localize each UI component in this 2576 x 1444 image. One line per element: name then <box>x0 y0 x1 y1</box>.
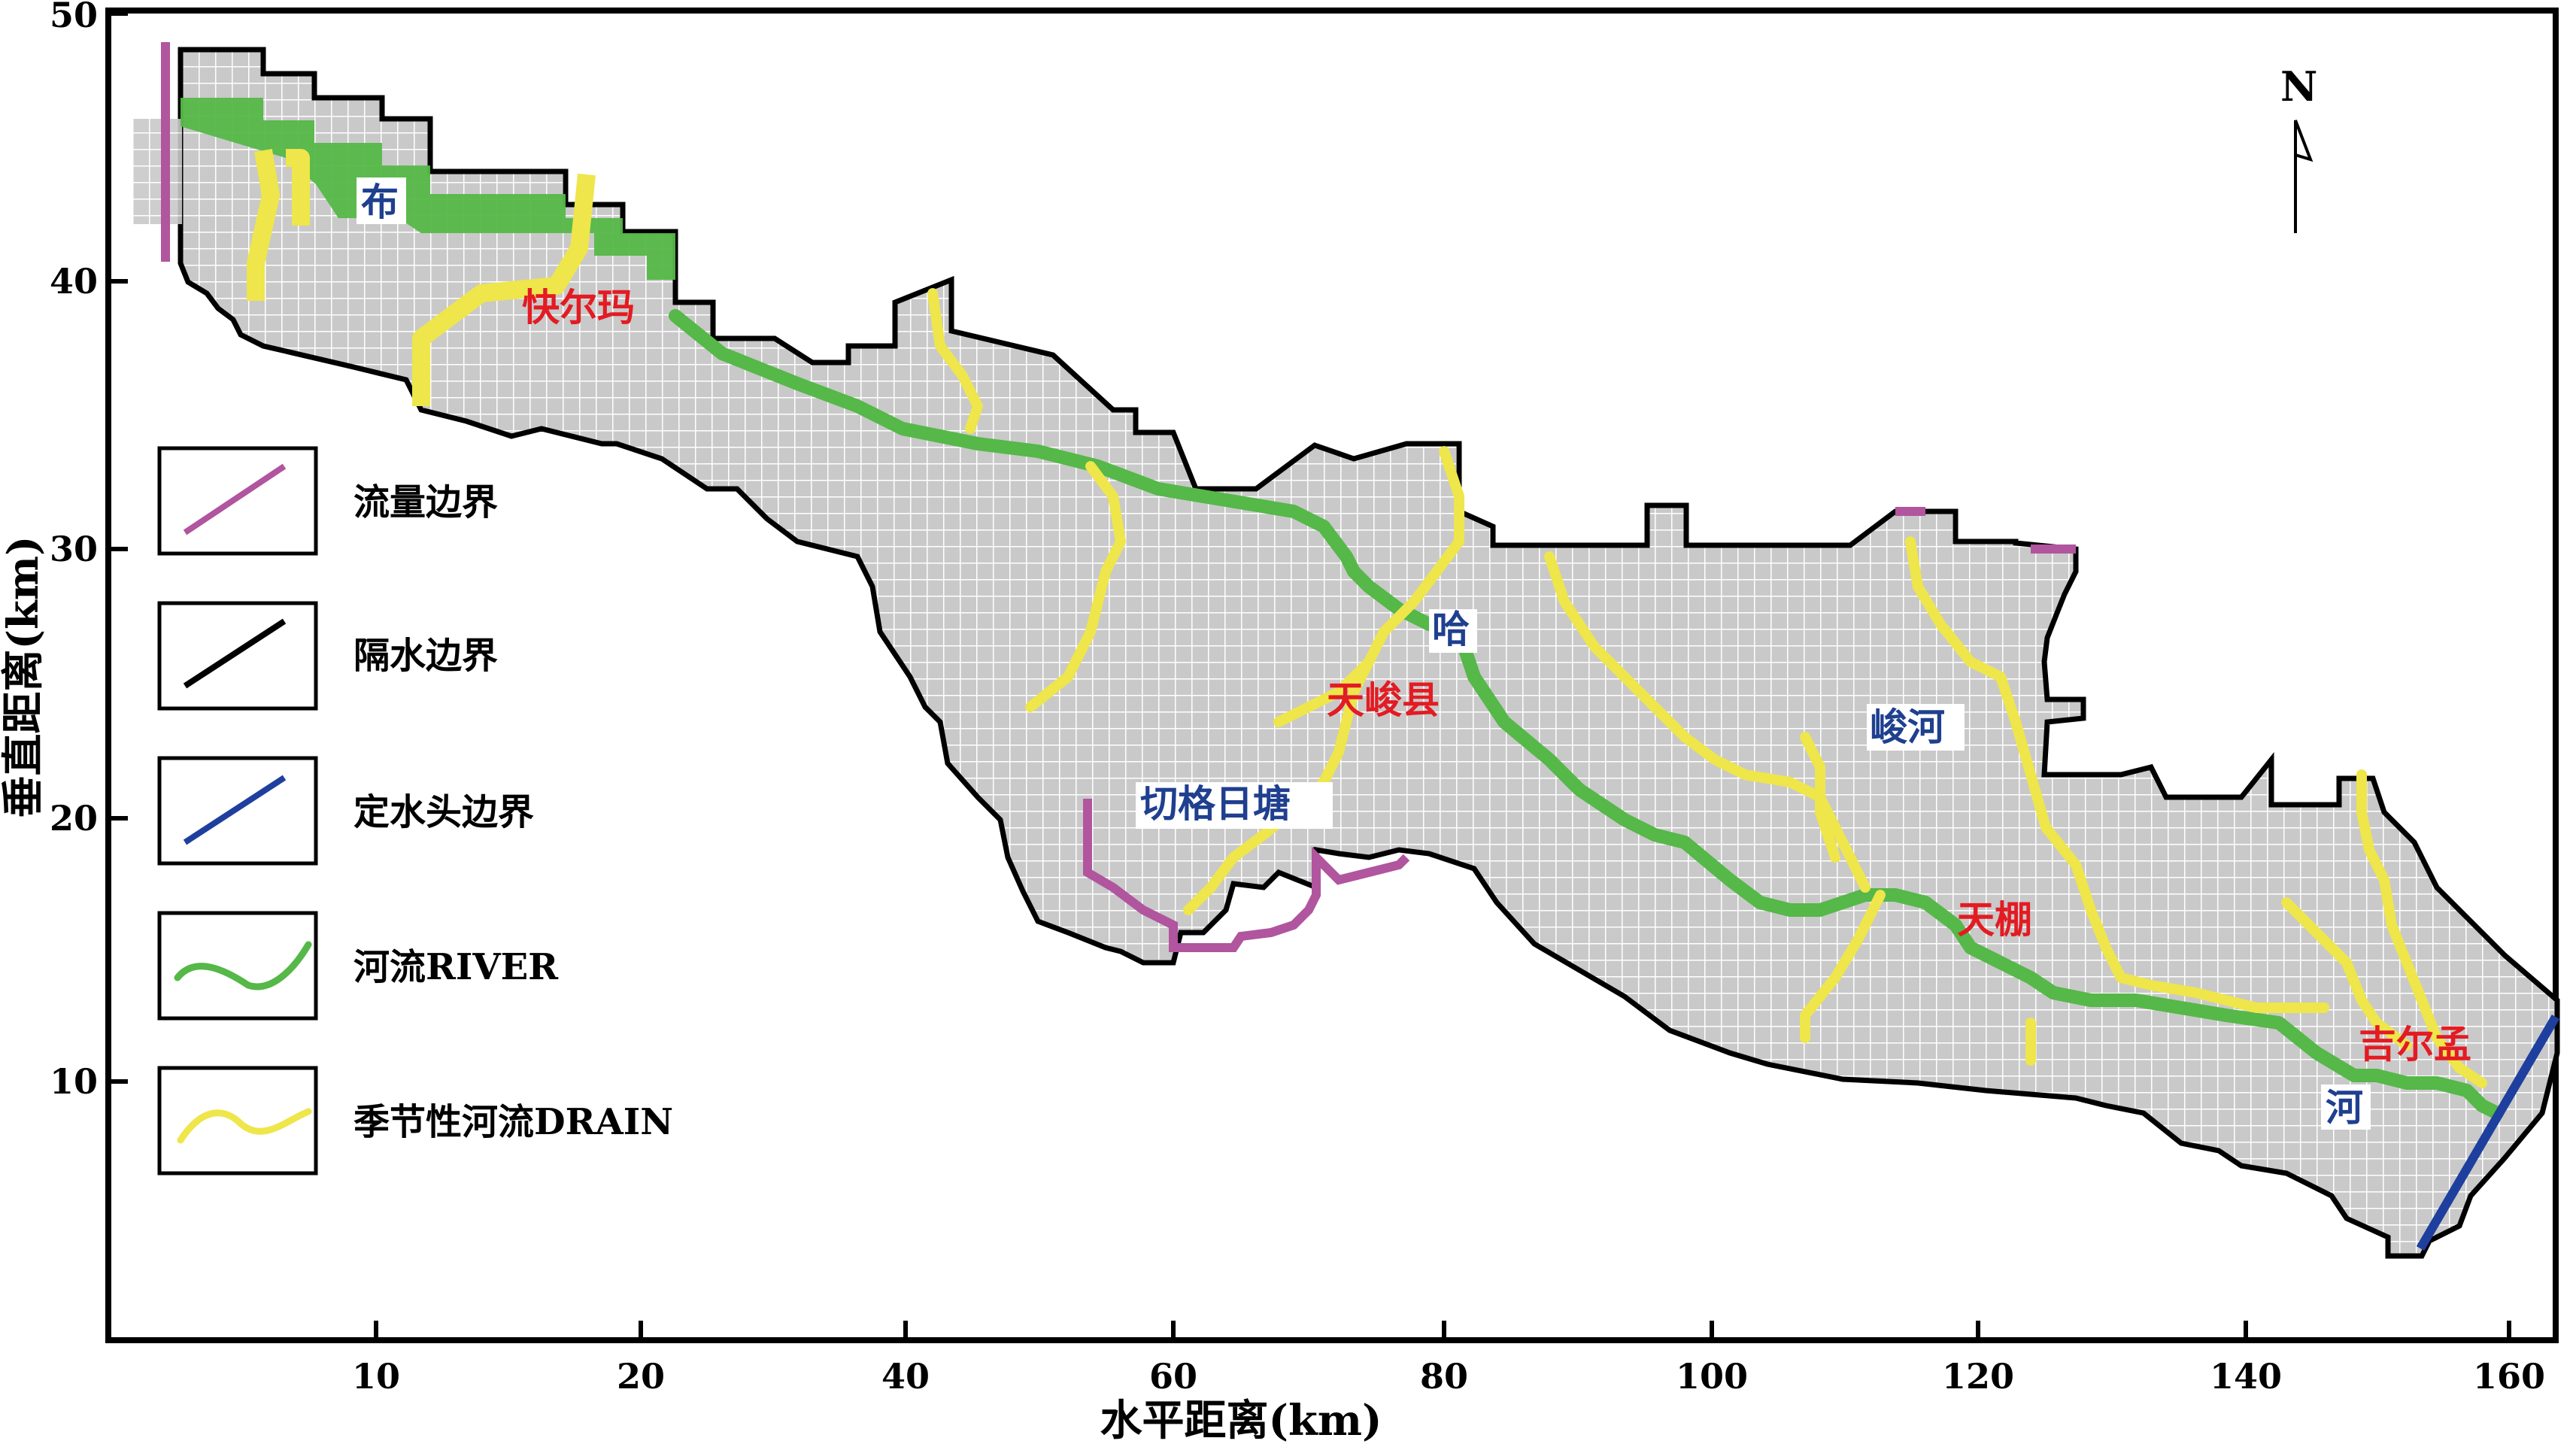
place-label-he: 河 <box>2326 1085 2363 1130</box>
yellow-curve-icon <box>177 1108 312 1144</box>
x-tick-label: 60 <box>1149 1356 1197 1397</box>
x-tick-label: 100 <box>1676 1356 1748 1397</box>
place-label-jierma: 吉尔孟 <box>2359 1022 2471 1066</box>
label-junhe-bg <box>1867 704 1965 751</box>
label-bu-bg <box>357 177 406 224</box>
place-label-tianjun-county: 天峻县 <box>1327 678 1440 722</box>
legend-label: 流量边界 <box>353 481 498 523</box>
constant-head-boundary <box>2416 1014 2560 1251</box>
place-labels: 布 快尔玛 哈 天峻县 切格日塘 峻河 天棚 吉尔孟 河 <box>357 177 2471 1130</box>
flux-boundaries <box>161 42 2076 952</box>
main-river <box>669 309 2504 1120</box>
y-tick-label: 50 <box>50 0 98 35</box>
legend-label: 季节性河流DRAIN <box>353 1101 673 1143</box>
y-tick-label: 40 <box>50 261 98 302</box>
green-curve-icon <box>174 941 312 990</box>
upper-left-grid-extension <box>132 119 182 224</box>
black-line-icon <box>183 618 287 689</box>
legend-label: 隔水边界 <box>353 635 498 677</box>
x-tick-label: 80 <box>1420 1356 1468 1397</box>
y-tick-labels: 10 20 30 40 50 <box>50 0 98 1102</box>
seasonal-drains <box>927 288 2487 1088</box>
place-label-qiege-ritang: 切格日塘 <box>1140 781 1291 826</box>
label-he-bg <box>2321 1085 2371 1130</box>
x-tick-label: 160 <box>2473 1356 2545 1397</box>
legend-label: 定水头边界 <box>353 791 534 833</box>
y-tick-label: 10 <box>50 1061 98 1102</box>
blue-line-icon <box>183 775 287 845</box>
y-axis-title: 垂直距离(km) <box>0 535 48 818</box>
river-cells-upper <box>181 98 675 280</box>
purple-line-icon <box>183 463 287 535</box>
legend-label: 河流RIVER <box>353 946 559 988</box>
x-tick-labels: 10 20 40 60 80 100 120 140 160 <box>352 1356 2545 1397</box>
place-label-jun-he: 峻河 <box>1870 705 1945 749</box>
y-tick-label: 20 <box>50 798 98 839</box>
place-label-tianpeng: 天棚 <box>1957 897 2032 942</box>
x-tick-label: 10 <box>352 1356 400 1397</box>
legend-swatch-box <box>157 601 318 711</box>
x-axis-title: 水平距离(km) <box>1100 1396 1382 1444</box>
legend: 流量边界 隔水边界 定水头边界 河流RIVER 季节性河流DRAIN <box>157 446 673 1176</box>
x-tick-label: 20 <box>617 1356 665 1397</box>
place-label-kuaierma: 快尔玛 <box>522 285 635 329</box>
place-label-bu: 布 <box>361 180 399 224</box>
north-arrow: N <box>2280 62 2317 233</box>
y-tick-label: 30 <box>50 529 98 569</box>
label-qiege-bg <box>1136 782 1333 829</box>
north-label: N <box>2280 62 2317 111</box>
drain-cells-upper <box>247 149 596 406</box>
x-tick-label: 120 <box>1942 1356 2014 1397</box>
place-label-ha: 哈 <box>1432 607 1470 651</box>
x-tick-label: 140 <box>2210 1356 2282 1397</box>
y-axis-ticks <box>108 11 128 1084</box>
label-ha-bg <box>1429 609 1477 653</box>
x-tick-label: 40 <box>881 1356 930 1397</box>
x-axis-ticks <box>374 1321 2511 1340</box>
legend-swatch-box <box>157 911 318 1021</box>
